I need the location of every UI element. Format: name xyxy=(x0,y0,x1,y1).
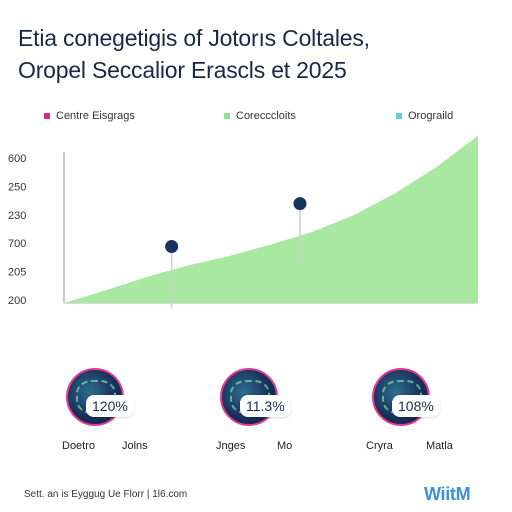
legend-label-2: Corecccloits xyxy=(236,110,296,122)
title-line-1: Etia conegetigis of Jotorıs Coltales, xyxy=(18,25,370,51)
area-chart: 600 250 230 700 205 200 xyxy=(8,135,478,309)
legend-item-2: Corecccloits xyxy=(224,110,296,122)
y-tick-label: 600 xyxy=(8,153,26,165)
legend-swatch-1 xyxy=(44,113,50,119)
stat-label-3-left: Cryra xyxy=(366,440,393,452)
legend-swatch-3 xyxy=(396,113,402,119)
legend-swatch-2 xyxy=(224,113,230,119)
legend-label-1: Centre Eisgrags xyxy=(56,110,135,122)
y-tick-label: 205 xyxy=(8,267,26,279)
y-tick-label: 230 xyxy=(8,210,26,222)
legend-item-3: Orograild xyxy=(396,110,453,122)
stat-value-3: 108% xyxy=(392,395,440,417)
marker-point-1 xyxy=(165,240,179,254)
chart-title: Etia conegetigis of Jotorıs Coltales, Or… xyxy=(18,22,498,86)
stat-label-1-left: Doetro xyxy=(62,440,96,452)
stat-card-3: 108% xyxy=(372,368,440,426)
marker-point-2 xyxy=(293,197,307,211)
stat-value-1: 120% xyxy=(86,395,134,417)
legend-item-1: Centre Eisgrags xyxy=(44,110,135,122)
footer-source: Sett. an is Eyggug Ue Florr | 1l6.com xyxy=(24,489,188,500)
y-tick-label: 250 xyxy=(8,181,26,193)
stat-card-2: 11.3% xyxy=(220,368,291,426)
stat-label-2-right: Mo xyxy=(277,440,293,452)
y-tick-label: 200 xyxy=(8,295,26,307)
brand-logo: WiitM xyxy=(424,484,471,504)
stat-value-2: 11.3% xyxy=(240,395,291,417)
stat-label-3-right: Matla xyxy=(426,440,453,452)
stat-card-1: 120% xyxy=(66,368,134,426)
area-series xyxy=(64,135,478,303)
stat-label-1-right: Jolns xyxy=(122,440,148,452)
stat-label-2-left: Jnges xyxy=(216,440,246,452)
y-tick-label: 700 xyxy=(8,238,26,250)
title-line-2: Oropel Seccalior Erascls et 2025 xyxy=(18,57,347,83)
legend-label-3: Orograild xyxy=(408,110,454,122)
